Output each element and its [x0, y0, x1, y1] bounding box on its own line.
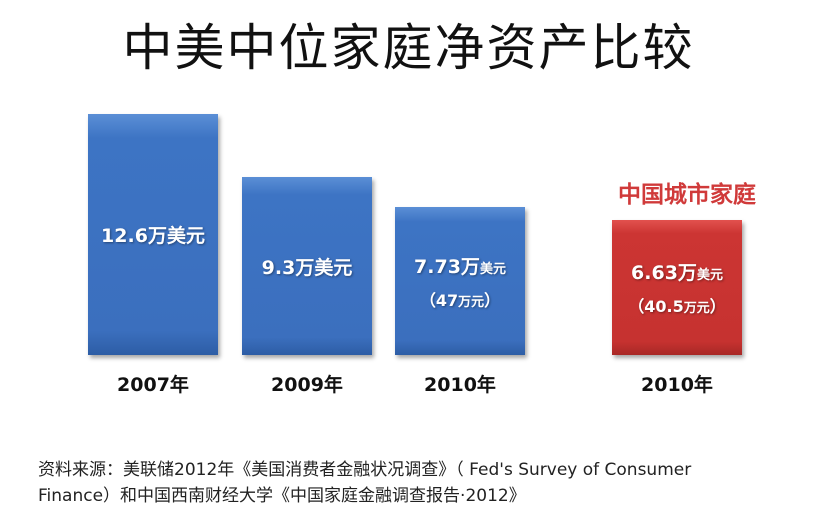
x-tick-label: 2010年 [641, 374, 713, 396]
x-tick-label: 2007年 [117, 374, 189, 396]
data-label: 7.73万美元 [414, 252, 506, 279]
data-label-value: 7.73万 [414, 255, 480, 278]
annotation-china-urban: 中国城市家庭 [618, 182, 756, 208]
x-tick-label: 2010年 [424, 374, 496, 396]
bar-2: 7.73万美元 （47万元） [395, 207, 525, 355]
data-label-part: 万元 [458, 294, 485, 310]
source-line-1: 资料来源：美联储2012年《美国消费者金融状况调查》（ Fed's Survey… [38, 460, 692, 480]
source-line-2: Finance）和中国西南财经大学《中国家庭金融调查报告·2012》 [38, 486, 526, 506]
data-label: 9.3万美元 [262, 253, 353, 280]
source-note: 资料来源：美联储2012年《美国消费者金融状况调查》（ Fed's Survey… [38, 457, 798, 509]
data-label-part: 万元 [683, 301, 710, 316]
bar-0: 12.6万美元 [88, 114, 218, 355]
data-label-unit: 万美元 [147, 225, 205, 247]
data-label-value: 12.6 [101, 225, 148, 247]
data-label: 6.63万美元 [631, 258, 723, 285]
data-label-part: ） [709, 297, 726, 316]
data-label-value: 6.63万 [631, 262, 697, 284]
data-label-rmb: （40.5万元） [628, 293, 726, 317]
chart-title: 中美中位家庭净资产比较 [122, 19, 695, 77]
data-label-part: ） [484, 290, 501, 310]
data-label-unit: 美元 [696, 268, 723, 283]
data-label-unit: 美元 [479, 261, 506, 277]
data-label-part: （47 [419, 290, 459, 310]
bar-3: 6.63万美元 （40.5万元） [612, 220, 742, 355]
data-label: 12.6万美元 [101, 221, 205, 248]
data-label-rmb: （47万元） [420, 287, 500, 311]
bar-1: 9.3万美元 [242, 177, 372, 355]
data-label-unit: 万美元 [295, 256, 353, 279]
data-label-value: 9.3 [261, 256, 296, 279]
x-tick-label: 2009年 [271, 374, 343, 396]
data-label-part: （40.5 [628, 297, 684, 316]
